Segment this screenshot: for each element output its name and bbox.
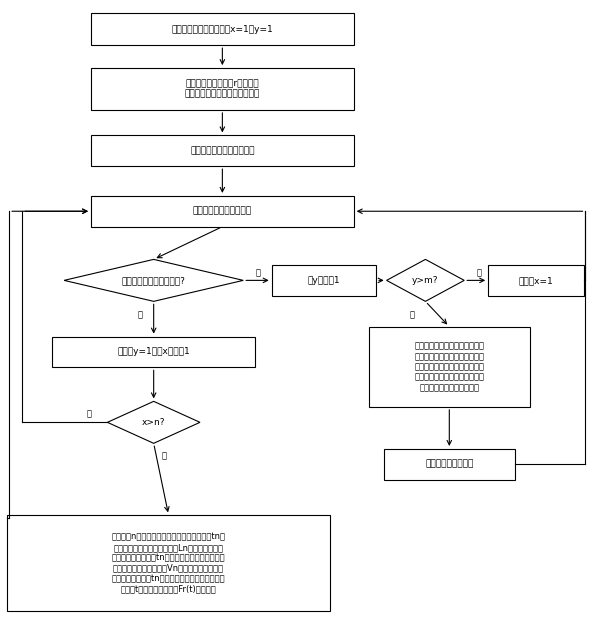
Text: 是: 是	[410, 311, 415, 319]
Text: 令y的值加1: 令y的值加1	[308, 276, 340, 285]
FancyBboxPatch shape	[91, 196, 354, 227]
FancyBboxPatch shape	[91, 13, 354, 45]
Text: y>m?: y>m?	[412, 276, 439, 285]
Text: 否: 否	[87, 409, 92, 419]
Text: 液位高度数据是否有变化?: 液位高度数据是否有变化?	[122, 276, 185, 285]
FancyBboxPatch shape	[91, 68, 354, 110]
Polygon shape	[64, 259, 243, 301]
Text: 以预设定的采样频率r实时采集
来自液位传感器的液位高度数据: 以预设定的采样频率r实时采集 来自液位传感器的液位高度数据	[185, 79, 260, 99]
Text: 初始化y=1，令x的值加1: 初始化y=1，令x的值加1	[118, 347, 190, 356]
Text: 启动尿流率检测，初始化x=1，y=1: 启动尿流率检测，初始化x=1，y=1	[172, 25, 273, 33]
Polygon shape	[386, 259, 464, 301]
Text: 停止液位高度数据的采集，将启
动本次尿流率检测后所记录的各
不同时间点的尿流率检测数据从
检测数据输出端进行输出，通过
数据发送模块进行对外发送: 停止液位高度数据的采集，将启 动本次尿流率检测后所记录的各 不同时间点的尿流率检…	[415, 342, 484, 392]
FancyBboxPatch shape	[383, 449, 515, 480]
Text: 再次采集到液位高度数据: 再次采集到液位高度数据	[193, 206, 252, 216]
Text: 统计最近n次采集液位高度数据的采集总时间tn和
所累积的液位高度数据变化量Ln，并换算确定当
前对应的采集总时间tn以内马桶桶身的便池容腔内
所盛装液体的体积变: 统计最近n次采集液位高度数据的采集总时间tn和 所累积的液位高度数据变化量Ln，…	[112, 533, 226, 593]
Text: 第一次采集到液位高度数据: 第一次采集到液位高度数据	[190, 146, 254, 155]
FancyBboxPatch shape	[7, 515, 330, 611]
Text: 是: 是	[162, 451, 167, 460]
FancyBboxPatch shape	[368, 327, 530, 407]
Text: 否: 否	[256, 268, 260, 278]
FancyBboxPatch shape	[272, 265, 376, 296]
FancyBboxPatch shape	[488, 265, 584, 296]
Text: 初始化x=1: 初始化x=1	[518, 276, 553, 285]
FancyBboxPatch shape	[52, 337, 255, 368]
Text: x>n?: x>n?	[142, 418, 166, 427]
FancyBboxPatch shape	[91, 135, 354, 166]
Text: 是: 是	[138, 311, 143, 319]
Text: 本次尿流率检测结束: 本次尿流率检测结束	[425, 460, 473, 469]
Text: 否: 否	[476, 268, 482, 278]
Polygon shape	[107, 401, 200, 443]
